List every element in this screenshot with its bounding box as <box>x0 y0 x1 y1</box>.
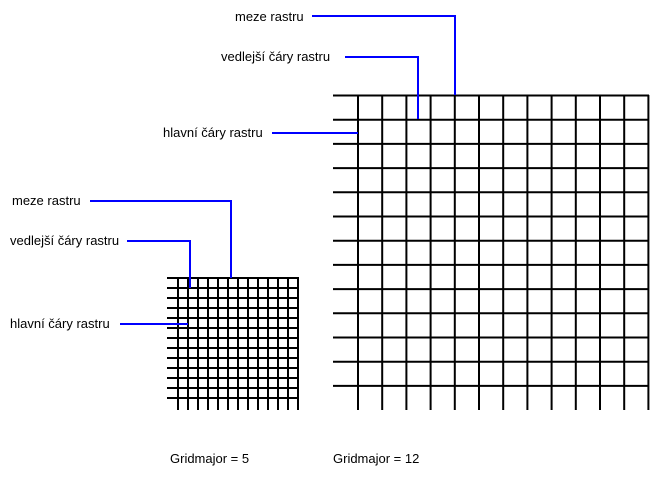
small-major-label: hlavní čáry rastru <box>10 316 110 331</box>
small-limit-leader <box>90 200 232 278</box>
small-minor-leader <box>127 240 191 288</box>
small-caption: Gridmajor = 5 <box>170 451 250 466</box>
large-caption: Gridmajor = 12 <box>333 451 420 466</box>
small-limit-label: meze rastru <box>12 193 81 208</box>
large-minor-label: vedlejší čáry rastru <box>221 49 331 64</box>
large-major-label: hlavní čáry rastru <box>163 125 263 140</box>
small-minor-label: vedlejší čáry rastru <box>10 233 120 248</box>
large-limit-label: meze rastru <box>235 9 304 24</box>
large-minor-leader <box>345 56 419 119</box>
large-limit-leader <box>312 15 456 95</box>
